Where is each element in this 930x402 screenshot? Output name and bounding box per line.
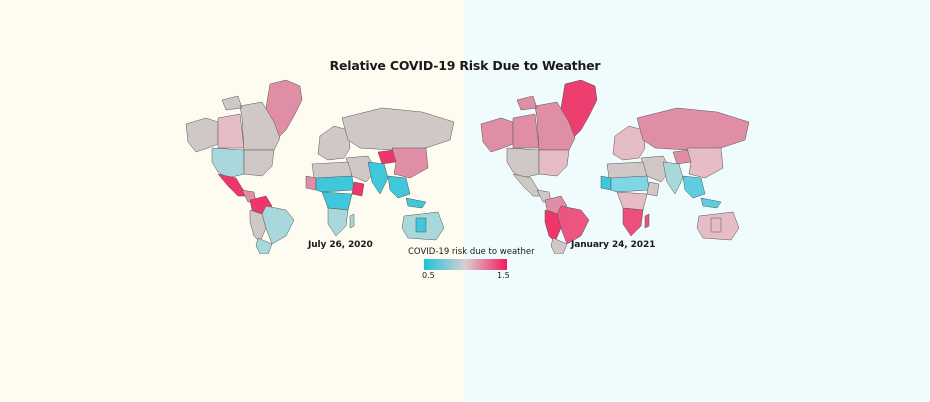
region-usa bbox=[506, 147, 540, 179]
region-canada-north bbox=[221, 95, 281, 151]
region-ethiopia bbox=[646, 181, 660, 197]
region-argentina bbox=[255, 237, 273, 254]
region-canada-west bbox=[512, 113, 540, 149]
region-southern-africa bbox=[622, 207, 650, 237]
region-central-africa bbox=[321, 191, 353, 211]
legend-min-label: 0.5 bbox=[422, 271, 435, 280]
legend-max-label: 1.5 bbox=[497, 271, 510, 280]
region-brazil bbox=[556, 205, 590, 245]
region-ethiopia bbox=[351, 181, 365, 197]
region-usa-east bbox=[243, 149, 275, 177]
legend-ticks: 0.5 1.5 bbox=[408, 270, 523, 282]
region-southeast-asia bbox=[387, 175, 427, 209]
region-alaska bbox=[185, 117, 219, 153]
region-canada-west bbox=[217, 113, 245, 149]
background-right bbox=[464, 0, 930, 402]
region-australia-center bbox=[415, 217, 427, 233]
figure-title: Relative COVID-19 Risk Due to Weather bbox=[329, 58, 601, 73]
region-west-africa bbox=[305, 175, 317, 191]
legend-title: COVID-19 risk due to weather bbox=[408, 247, 535, 257]
background-left bbox=[0, 0, 464, 402]
region-southern-africa bbox=[327, 207, 355, 237]
region-usa-east bbox=[538, 149, 570, 177]
region-canada-north bbox=[516, 95, 576, 151]
region-argentina bbox=[550, 237, 568, 254]
region-usa bbox=[211, 147, 245, 179]
region-alaska bbox=[480, 117, 514, 153]
region-sahel bbox=[610, 175, 650, 193]
region-central-africa bbox=[616, 191, 648, 211]
region-europe bbox=[317, 125, 351, 161]
region-china bbox=[391, 147, 429, 179]
region-west-africa bbox=[600, 175, 612, 191]
world-map-july-2020 bbox=[185, 79, 455, 254]
region-china bbox=[686, 147, 724, 179]
region-sahel bbox=[315, 175, 355, 193]
region-russia bbox=[341, 107, 455, 151]
region-india bbox=[367, 161, 389, 195]
region-india bbox=[662, 161, 684, 195]
region-southeast-asia bbox=[682, 175, 722, 209]
world-map-january-2021 bbox=[480, 79, 750, 254]
region-russia bbox=[636, 107, 750, 151]
map-date-label-july-2020: July 26, 2020 bbox=[308, 240, 373, 250]
legend-gradient-bar bbox=[424, 259, 507, 270]
region-europe bbox=[612, 125, 646, 161]
color-legend: COVID-19 risk due to weather 0.5 1.5 bbox=[408, 247, 535, 282]
region-australia-center bbox=[710, 217, 722, 233]
map-date-label-january-2021: January 24, 2021 bbox=[571, 240, 656, 250]
region-brazil bbox=[261, 205, 295, 245]
